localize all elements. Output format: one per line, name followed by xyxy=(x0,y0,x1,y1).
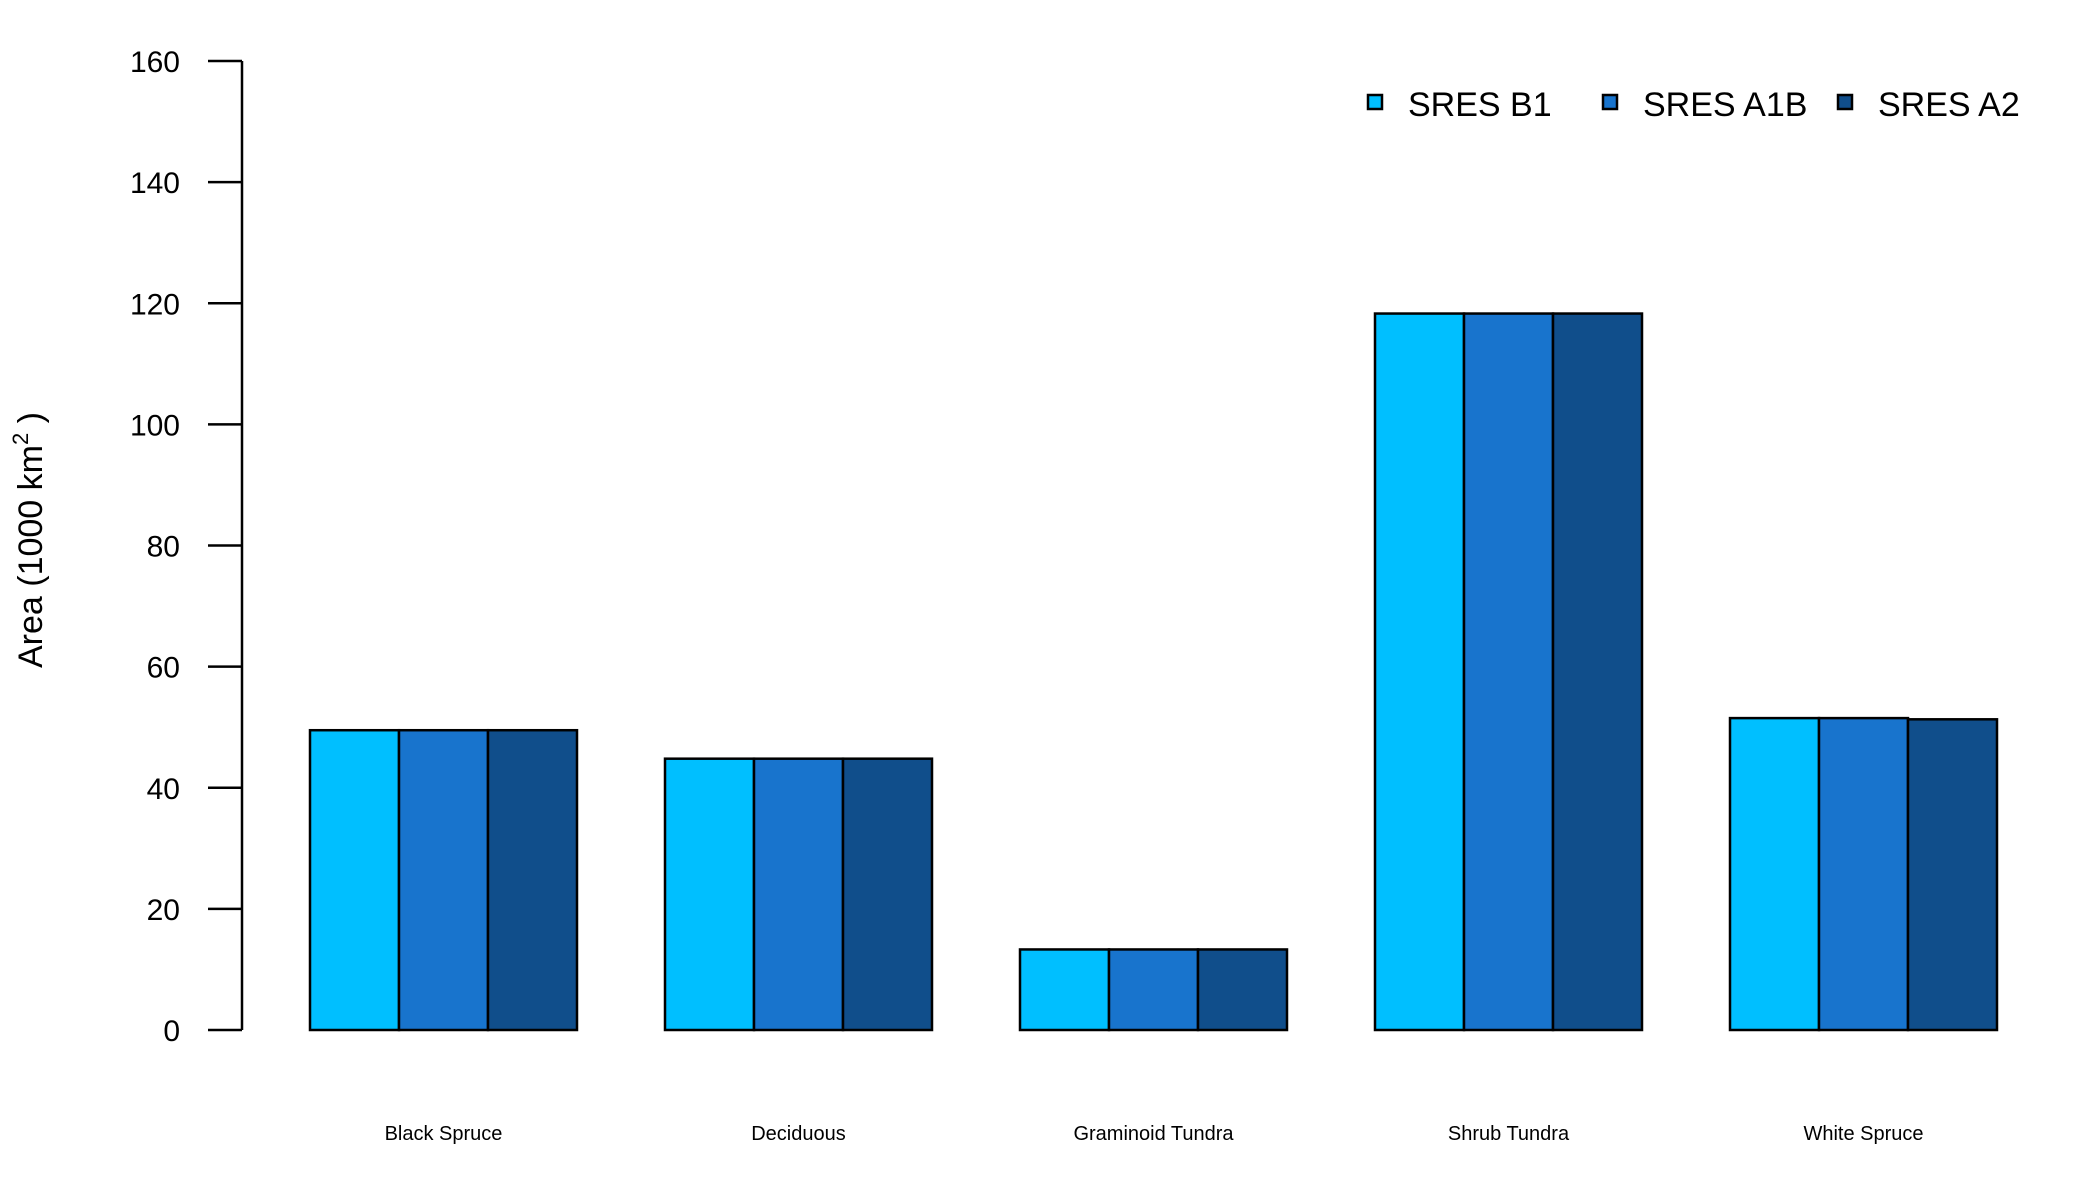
legend: SRES B1 SRES A1B SRES A2 xyxy=(1366,86,2020,124)
bar xyxy=(1817,716,1910,1032)
y-axis: 0 20 40 60 80 100 120 140 160 xyxy=(130,46,244,1048)
legend-swatch xyxy=(1836,93,1854,111)
bars-group xyxy=(308,312,1999,1032)
y-tick-label: 160 xyxy=(130,46,180,79)
y-tick-label: 120 xyxy=(130,288,180,321)
bar xyxy=(1728,716,1821,1032)
bar xyxy=(1906,718,1999,1032)
legend-label: SRES A2 xyxy=(1878,86,2020,124)
bar xyxy=(397,728,490,1032)
x-category-labels: Black Spruce Deciduous Graminoid Tundra Shr… xyxy=(385,1123,1924,1145)
bar xyxy=(663,757,756,1032)
bar xyxy=(1107,948,1200,1032)
x-category-label: Black Spruce xyxy=(385,1123,503,1145)
bar xyxy=(308,728,401,1032)
y-axis-title-superscript: 2 xyxy=(8,433,33,445)
legend-swatch xyxy=(1366,93,1384,111)
bar xyxy=(1373,312,1466,1032)
bar xyxy=(486,728,579,1032)
x-category-label: Graminoid Tundra xyxy=(1073,1123,1234,1145)
y-tick-label: 40 xyxy=(147,773,180,806)
bar xyxy=(1551,312,1644,1032)
x-category-label: Shrub Tundra xyxy=(1448,1123,1570,1145)
bar xyxy=(1462,312,1555,1032)
y-tick-label: 0 xyxy=(163,1015,180,1048)
y-tick-label: 80 xyxy=(147,531,180,564)
y-tick-label: 60 xyxy=(147,652,180,685)
legend-swatch xyxy=(1601,93,1619,111)
bar xyxy=(752,757,845,1032)
legend-label: SRES A1B xyxy=(1643,86,1807,124)
bar xyxy=(1196,948,1289,1032)
bar xyxy=(1018,948,1111,1032)
x-category-label: Deciduous xyxy=(751,1123,846,1145)
legend-label: SRES B1 xyxy=(1408,86,1552,124)
y-tick-label: 140 xyxy=(130,167,180,200)
bar xyxy=(841,757,934,1032)
y-axis-title: Area (1000 km2 ) xyxy=(8,412,50,668)
y-tick-label: 100 xyxy=(130,409,180,442)
y-axis-title-main: Area (1000 km xyxy=(12,445,50,668)
y-axis-title-close: ) xyxy=(12,412,50,433)
x-category-label: White Spruce xyxy=(1803,1123,1923,1145)
y-tick-label: 20 xyxy=(147,894,180,927)
